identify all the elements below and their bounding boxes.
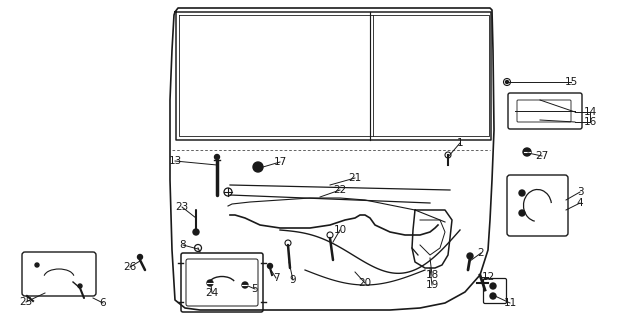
Circle shape <box>490 283 496 289</box>
Circle shape <box>267 263 272 268</box>
Text: 14: 14 <box>583 107 597 117</box>
Text: 17: 17 <box>274 157 287 167</box>
Text: 26: 26 <box>123 262 136 272</box>
Circle shape <box>242 282 248 288</box>
Text: 25: 25 <box>19 297 33 307</box>
Text: 16: 16 <box>583 117 597 127</box>
Text: 2: 2 <box>478 248 485 258</box>
Text: 1: 1 <box>457 138 463 148</box>
Text: 11: 11 <box>503 298 516 308</box>
Circle shape <box>253 162 263 172</box>
Text: 20: 20 <box>359 278 372 288</box>
Text: 7: 7 <box>273 273 279 283</box>
Text: 6: 6 <box>100 298 106 308</box>
Text: 5: 5 <box>252 284 259 294</box>
Text: 13: 13 <box>168 156 182 166</box>
Text: 22: 22 <box>334 185 347 195</box>
Text: 9: 9 <box>290 275 296 285</box>
Text: 12: 12 <box>481 272 495 282</box>
Text: 3: 3 <box>577 187 583 197</box>
Circle shape <box>519 210 525 216</box>
Circle shape <box>490 293 496 299</box>
Circle shape <box>506 81 508 84</box>
Text: 8: 8 <box>180 240 187 250</box>
Text: 4: 4 <box>577 198 583 208</box>
Circle shape <box>138 254 143 260</box>
Circle shape <box>207 280 213 286</box>
Text: 15: 15 <box>565 77 578 87</box>
Circle shape <box>193 229 199 235</box>
Circle shape <box>35 263 39 267</box>
Circle shape <box>467 253 473 259</box>
Text: 10: 10 <box>334 225 347 235</box>
Circle shape <box>215 155 220 159</box>
Text: 18: 18 <box>426 270 439 280</box>
Text: 27: 27 <box>535 151 548 161</box>
Circle shape <box>523 148 531 156</box>
Circle shape <box>78 284 82 288</box>
Text: 23: 23 <box>175 202 188 212</box>
Circle shape <box>519 190 525 196</box>
Text: 24: 24 <box>205 288 218 298</box>
Text: 19: 19 <box>426 280 439 290</box>
Text: 21: 21 <box>349 173 362 183</box>
